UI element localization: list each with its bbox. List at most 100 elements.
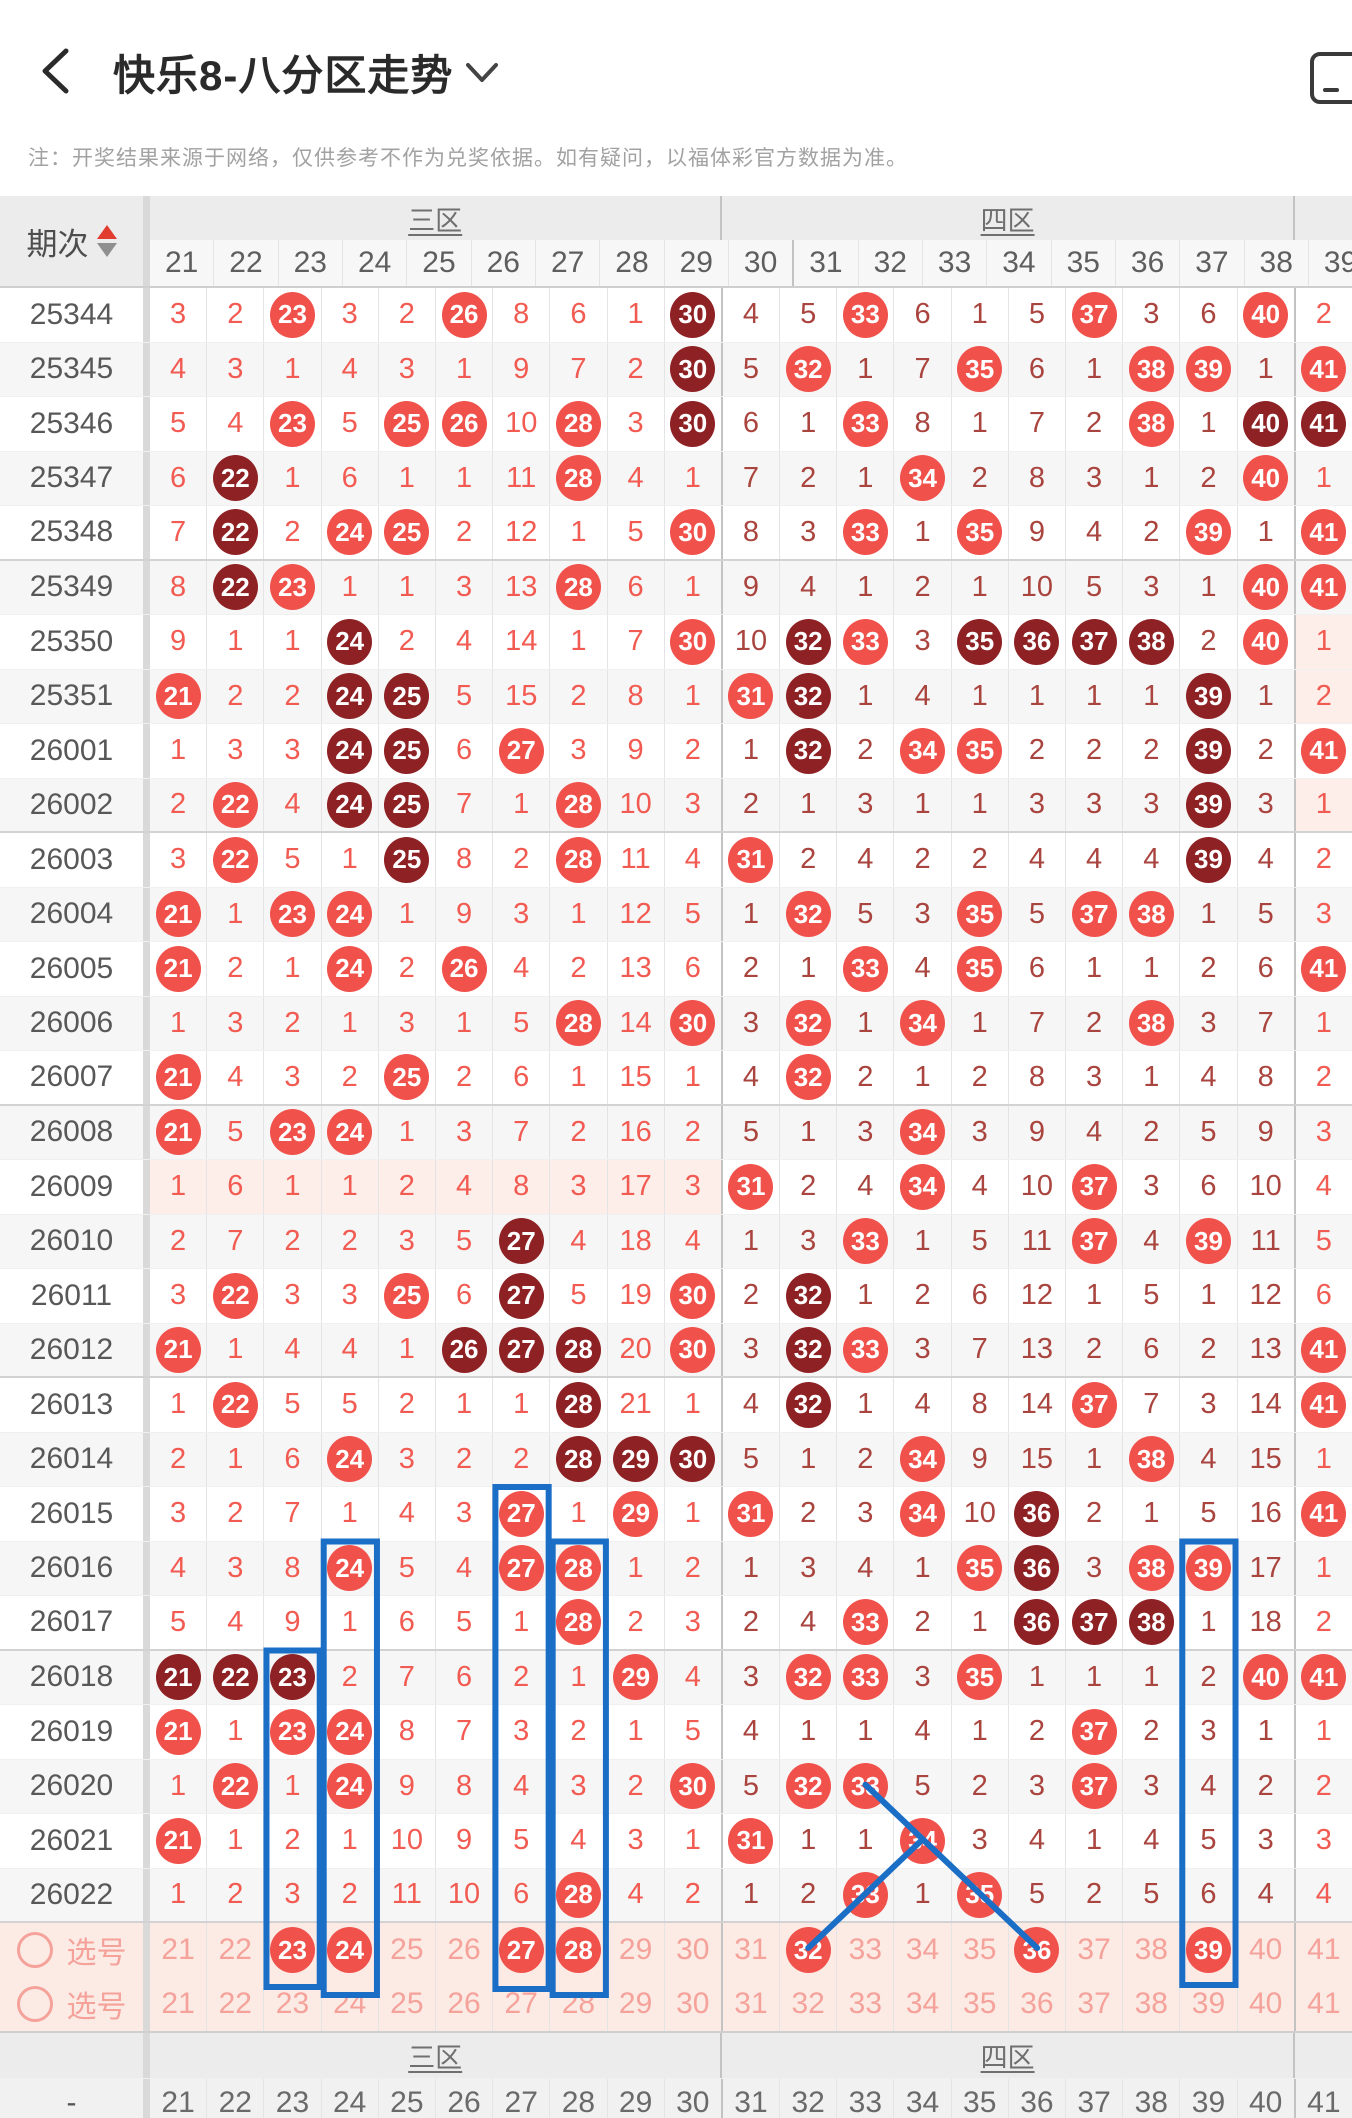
trend-cell: 2: [665, 1541, 723, 1595]
pick-cell[interactable]: 21: [150, 1923, 208, 1977]
miss-count: 7: [742, 461, 760, 494]
pick-number: 27: [504, 1987, 538, 2020]
pick-cell[interactable]: 23: [264, 1923, 322, 1977]
miss-count: 3: [513, 1715, 530, 1748]
miss-count: 5: [684, 1715, 701, 1748]
trend-cell: 3: [894, 887, 952, 941]
pick-cell[interactable]: 41: [1296, 1923, 1352, 1977]
footer-dash-cell: -: [0, 2079, 150, 2118]
drawn-ball: 37: [1071, 1708, 1117, 1755]
miss-count: 1: [742, 1551, 760, 1584]
trend-cell: 41: [1296, 724, 1352, 778]
pick-cell[interactable]: 33: [837, 1923, 895, 1977]
trend-cell: 10: [1009, 1160, 1066, 1214]
miss-count: 5: [684, 897, 701, 930]
pick-row-label[interactable]: 选号: [0, 1923, 150, 1977]
pick-cell[interactable]: 33: [837, 1977, 895, 2031]
pick-cell[interactable]: 40: [1238, 1977, 1296, 2031]
miss-count: 2: [227, 1878, 244, 1911]
pick-cell[interactable]: 24: [322, 1977, 379, 2031]
trend-cell: 28: [550, 778, 608, 831]
pick-cell[interactable]: 40: [1238, 1923, 1296, 1977]
table-row: 26005 21 2 1 24 2 26 4 2 13 6 2 1 33 4 35 6 1 1 2 6 41: [0, 942, 1352, 997]
trend-cell: 2: [550, 669, 608, 723]
pick-cell[interactable]: 26: [436, 1977, 494, 2031]
miss-count: 1: [800, 1115, 817, 1148]
pick-cell[interactable]: 37: [1066, 1923, 1124, 1977]
pick-cell[interactable]: 30: [665, 1923, 723, 1977]
miss-count: 1: [1086, 952, 1103, 985]
trend-cell: 6: [379, 1596, 436, 1649]
pick-cell[interactable]: 29: [608, 1977, 665, 2031]
pick-cell[interactable]: 28: [550, 1923, 608, 1977]
pick-cell[interactable]: 36: [1009, 1923, 1066, 1977]
trend-cell: 30: [665, 1432, 723, 1486]
trend-cell: 6: [1009, 942, 1066, 996]
pick-cell[interactable]: 21: [150, 1977, 208, 2031]
pick-cell[interactable]: 31: [723, 1977, 781, 2031]
trend-cell: 5: [1066, 560, 1124, 614]
table-row: 26020 1 22 1 24 9 8 4 3 2 30 5 32 33 5 2 3 37 3 4 2 2: [0, 1759, 1352, 1814]
miss-count: 1: [1315, 1551, 1332, 1584]
pick-cell[interactable]: 24: [322, 1923, 379, 1977]
pick-cell[interactable]: 27: [493, 1977, 551, 2031]
pick-cell[interactable]: 30: [665, 1977, 723, 2031]
miss-count: 15: [1020, 1442, 1054, 1475]
pick-cell[interactable]: 36: [1009, 1977, 1066, 2031]
period-cell: 26002: [0, 778, 150, 831]
miss-count: 1: [284, 625, 301, 658]
pick-cell[interactable]: 32: [780, 1977, 838, 2031]
trend-cell: 2: [723, 778, 781, 831]
trend-cell: 33: [837, 506, 895, 559]
pick-cell[interactable]: 28: [550, 1977, 608, 2031]
pick-cell[interactable]: 31: [723, 1923, 781, 1977]
pick-cell[interactable]: 26: [436, 1923, 494, 1977]
pick-cell[interactable]: 35: [952, 1923, 1009, 1977]
trend-cell: 17: [1238, 1541, 1296, 1595]
drawn-ball: 33: [842, 1599, 888, 1646]
pick-cell[interactable]: 25: [379, 1923, 436, 1977]
pick-cell[interactable]: 27: [493, 1923, 551, 1977]
pick-cell[interactable]: 39: [1180, 1923, 1238, 1977]
pick-cell[interactable]: 38: [1123, 1977, 1181, 2031]
miss-count: 6: [1028, 352, 1045, 385]
miss-count: 7: [1257, 1006, 1274, 1039]
share-icon[interactable]: [1310, 52, 1352, 104]
drawn-ball: 33: [842, 1654, 888, 1701]
trend-cell: 1: [665, 560, 723, 614]
miss-count: 1: [284, 1170, 301, 1203]
pick-cell[interactable]: 35: [952, 1977, 1009, 2031]
pick-cell[interactable]: 22: [207, 1923, 265, 1977]
miss-count: 3: [227, 1551, 244, 1584]
trend-cell: 2: [493, 1432, 551, 1486]
trend-cell: 5: [150, 1596, 208, 1649]
miss-count: 8: [1028, 1060, 1045, 1093]
pick-cell[interactable]: 25: [379, 1977, 436, 2031]
trend-cell: 1: [322, 996, 379, 1050]
pick-cell[interactable]: 29: [608, 1923, 665, 1977]
trend-cell: 4: [493, 1759, 551, 1813]
period-cell: 26007: [0, 1051, 150, 1104]
pick-cell[interactable]: 22: [207, 1977, 265, 2031]
trend-cell: 5: [665, 887, 723, 941]
pick-cell[interactable]: 34: [894, 1977, 952, 2031]
pick-cell[interactable]: 34: [894, 1923, 952, 1977]
pick-cell[interactable]: 37: [1066, 1977, 1124, 2031]
miss-count: 3: [914, 1660, 931, 1693]
miss-count: 8: [1257, 1060, 1274, 1093]
pick-cell[interactable]: 23: [264, 1977, 322, 2031]
trend-cell: 5: [493, 996, 551, 1050]
pick-cell[interactable]: 39: [1180, 1977, 1238, 2031]
pick-row-label[interactable]: 选号: [0, 1977, 150, 2031]
drawn-ball-dark: 32: [785, 1381, 831, 1428]
trend-cell: 3: [207, 996, 265, 1050]
drawn-ball: 37: [1071, 1163, 1117, 1210]
period-sort-header[interactable]: 期次: [0, 196, 150, 286]
chevron-down-icon[interactable]: [465, 62, 499, 84]
pick-cell[interactable]: 38: [1123, 1923, 1181, 1977]
pick-cell[interactable]: 32: [780, 1923, 838, 1977]
trend-cell: 41: [1296, 1324, 1352, 1377]
back-icon[interactable]: [40, 48, 70, 94]
trend-cell: 2: [207, 288, 265, 342]
pick-cell[interactable]: 41: [1296, 1977, 1352, 2031]
